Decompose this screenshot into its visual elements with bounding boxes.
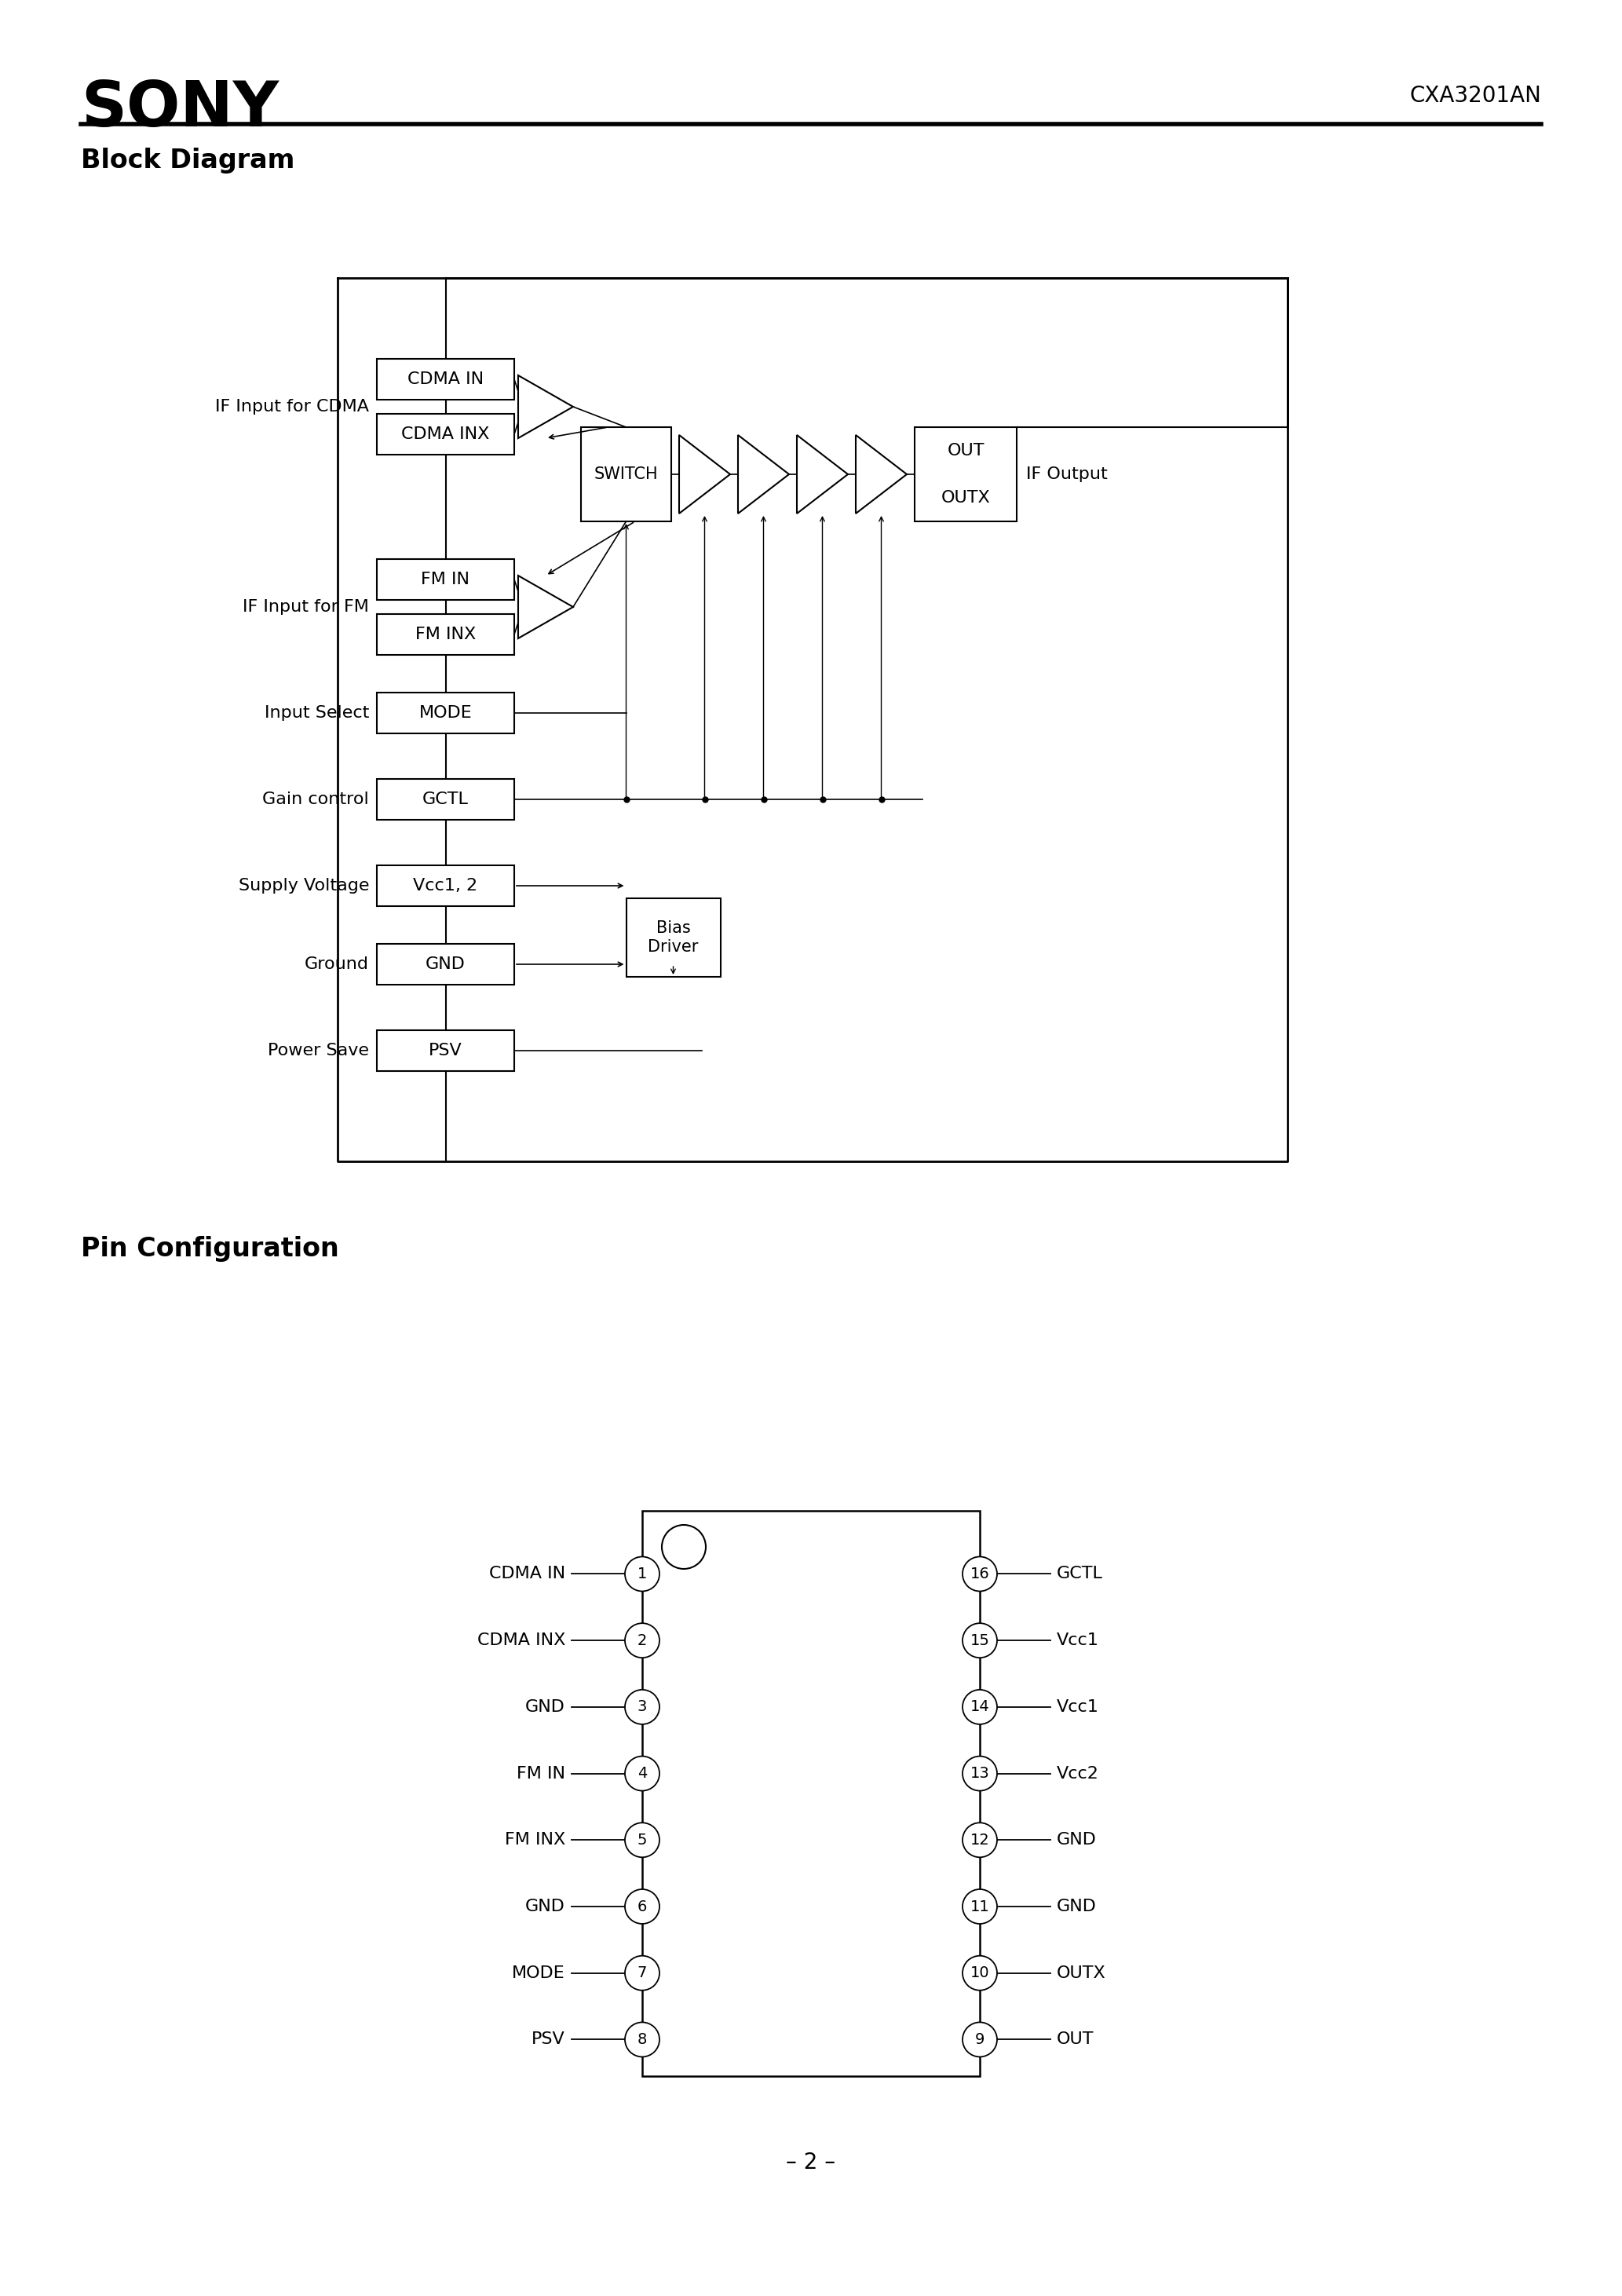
Text: GCTL: GCTL <box>422 792 469 808</box>
Text: SWITCH: SWITCH <box>594 466 659 482</box>
Text: CDMA INX: CDMA INX <box>477 1632 564 1649</box>
Text: Block Diagram: Block Diagram <box>81 147 295 174</box>
Polygon shape <box>517 576 573 638</box>
Polygon shape <box>738 434 788 514</box>
Bar <box>376 560 514 599</box>
Text: GND: GND <box>1058 1899 1096 1915</box>
Text: 7: 7 <box>637 1965 647 1981</box>
Text: MODE: MODE <box>418 705 472 721</box>
Text: 12: 12 <box>970 1832 989 1848</box>
Bar <box>642 1511 980 2076</box>
Text: Power Save: Power Save <box>268 1042 368 1058</box>
Circle shape <box>962 1956 998 1991</box>
Text: OUT: OUT <box>947 443 985 459</box>
Bar <box>376 866 514 907</box>
Text: 16: 16 <box>970 1566 989 1582</box>
Text: 5: 5 <box>637 1832 647 1848</box>
Circle shape <box>624 1890 660 1924</box>
Text: Vcc1: Vcc1 <box>1058 1699 1100 1715</box>
Circle shape <box>962 2023 998 2057</box>
Bar <box>376 1031 514 1070</box>
Text: Bias
Driver: Bias Driver <box>647 921 699 955</box>
Text: IF Input for FM: IF Input for FM <box>243 599 368 615</box>
Text: FM IN: FM IN <box>516 1766 564 1782</box>
Text: Vcc1, 2: Vcc1, 2 <box>414 877 478 893</box>
Text: FM INX: FM INX <box>504 1832 564 1848</box>
Bar <box>376 778 514 820</box>
Text: OUT: OUT <box>1058 2032 1093 2048</box>
Text: 15: 15 <box>970 1632 989 1649</box>
Text: GND: GND <box>526 1699 564 1715</box>
Text: GND: GND <box>1058 1832 1096 1848</box>
Bar <box>376 413 514 455</box>
Bar <box>376 613 514 654</box>
Text: FM IN: FM IN <box>422 572 470 588</box>
Text: 14: 14 <box>970 1699 989 1715</box>
Text: MODE: MODE <box>513 1965 564 1981</box>
Text: OUTX: OUTX <box>1058 1965 1106 1981</box>
Circle shape <box>962 1823 998 1857</box>
Circle shape <box>624 2023 660 2057</box>
Circle shape <box>962 1557 998 1591</box>
Text: OUTX: OUTX <box>941 489 991 505</box>
Text: 4: 4 <box>637 1766 647 1782</box>
Text: GCTL: GCTL <box>1058 1566 1103 1582</box>
Text: 10: 10 <box>970 1965 989 1981</box>
Bar <box>376 693 514 732</box>
Text: Supply Voltage: Supply Voltage <box>238 877 368 893</box>
Polygon shape <box>680 434 730 514</box>
Bar <box>376 358 514 400</box>
Circle shape <box>962 1623 998 1658</box>
Text: SONY: SONY <box>81 78 279 140</box>
Text: CDMA IN: CDMA IN <box>407 372 483 388</box>
Text: Gain control: Gain control <box>263 792 368 808</box>
Text: 1: 1 <box>637 1566 647 1582</box>
Text: 6: 6 <box>637 1899 647 1915</box>
Text: 8: 8 <box>637 2032 647 2048</box>
Text: 13: 13 <box>970 1766 989 1782</box>
Text: 9: 9 <box>975 2032 985 2048</box>
Bar <box>581 427 672 521</box>
Text: GND: GND <box>425 957 466 971</box>
Text: Vcc1: Vcc1 <box>1058 1632 1100 1649</box>
Text: CDMA IN: CDMA IN <box>488 1566 564 1582</box>
Text: Vcc2: Vcc2 <box>1058 1766 1100 1782</box>
Text: PSV: PSV <box>532 2032 564 2048</box>
Circle shape <box>624 1956 660 1991</box>
Text: Ground: Ground <box>305 957 368 971</box>
Text: IF Input for CDMA: IF Input for CDMA <box>216 400 368 416</box>
Text: CXA3201AN: CXA3201AN <box>1410 85 1541 108</box>
Circle shape <box>962 1890 998 1924</box>
Circle shape <box>624 1823 660 1857</box>
Polygon shape <box>517 374 573 439</box>
Text: PSV: PSV <box>428 1042 462 1058</box>
Polygon shape <box>796 434 848 514</box>
Text: Input Select: Input Select <box>264 705 368 721</box>
Text: IF Output: IF Output <box>1027 466 1108 482</box>
Bar <box>626 898 720 976</box>
Bar <box>376 944 514 985</box>
Circle shape <box>624 1756 660 1791</box>
Text: 11: 11 <box>970 1899 989 1915</box>
Circle shape <box>624 1623 660 1658</box>
Polygon shape <box>856 434 907 514</box>
Text: Pin Configuration: Pin Configuration <box>81 1235 339 1263</box>
Text: – 2 –: – 2 – <box>787 2151 835 2174</box>
Circle shape <box>624 1557 660 1591</box>
Text: 3: 3 <box>637 1699 647 1715</box>
Text: 2: 2 <box>637 1632 647 1649</box>
Circle shape <box>962 1756 998 1791</box>
Circle shape <box>662 1525 706 1568</box>
Text: GND: GND <box>526 1899 564 1915</box>
Circle shape <box>962 1690 998 1724</box>
Text: FM INX: FM INX <box>415 627 475 643</box>
Text: CDMA INX: CDMA INX <box>401 427 490 443</box>
Circle shape <box>624 1690 660 1724</box>
Bar <box>915 427 1017 521</box>
